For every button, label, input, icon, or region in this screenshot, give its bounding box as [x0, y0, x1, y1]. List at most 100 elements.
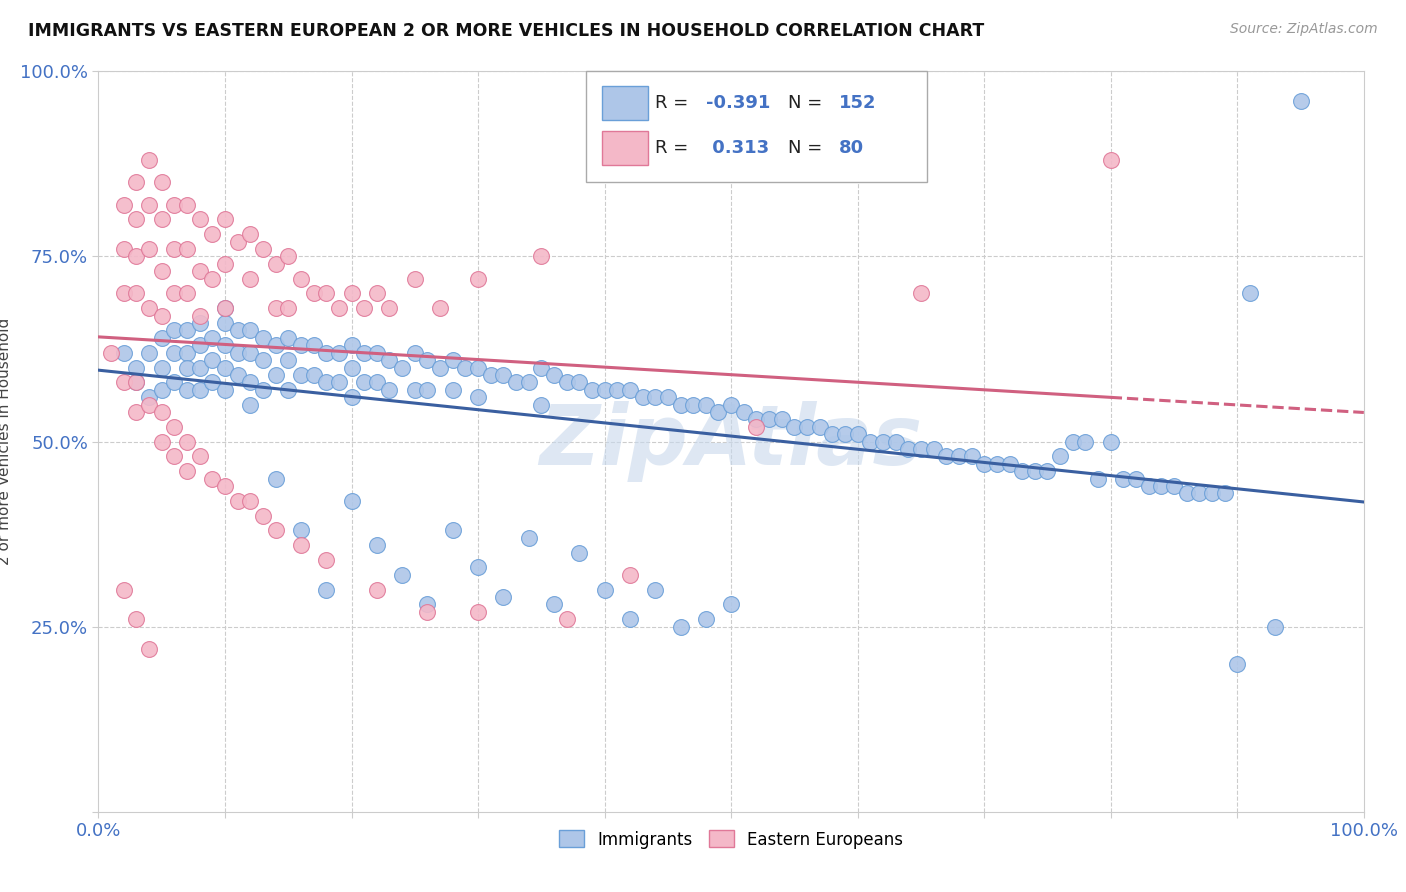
Point: [277, 301, 299, 316]
FancyBboxPatch shape: [602, 130, 648, 165]
Point: [125, 250, 148, 264]
Point: [138, 398, 160, 412]
Point: [619, 612, 641, 626]
Point: [188, 360, 211, 375]
Point: [214, 383, 236, 397]
Point: [150, 405, 173, 419]
Point: [226, 368, 249, 382]
Point: [188, 212, 211, 227]
Point: [1289, 94, 1312, 108]
Point: [176, 345, 198, 359]
Point: [163, 242, 186, 256]
Point: [404, 271, 426, 285]
Point: [302, 286, 325, 301]
Point: [378, 383, 401, 397]
Point: [441, 353, 464, 368]
Point: [441, 383, 464, 397]
Point: [910, 442, 932, 456]
Point: [201, 471, 224, 485]
Point: [834, 427, 856, 442]
Point: [770, 412, 793, 426]
Point: [391, 567, 413, 582]
Point: [340, 390, 363, 404]
Point: [239, 271, 262, 285]
Point: [378, 353, 401, 368]
Point: [644, 390, 666, 404]
Point: [492, 368, 515, 382]
Point: [264, 257, 287, 271]
Point: [277, 383, 299, 397]
Point: [366, 582, 388, 597]
Point: [150, 175, 173, 190]
Point: [176, 360, 198, 375]
Point: [935, 450, 957, 464]
Point: [416, 353, 439, 368]
Point: [669, 398, 692, 412]
Point: [201, 331, 224, 345]
Point: [138, 242, 160, 256]
Point: [366, 345, 388, 359]
Point: [859, 434, 882, 449]
Point: [328, 376, 350, 390]
Point: [252, 508, 274, 523]
Point: [277, 353, 299, 368]
Point: [1099, 434, 1122, 449]
Point: [315, 376, 337, 390]
Point: [214, 316, 236, 330]
Point: [163, 450, 186, 464]
Point: [1239, 286, 1261, 301]
Point: [112, 376, 135, 390]
Point: [138, 197, 160, 211]
Point: [290, 524, 312, 538]
Point: [201, 271, 224, 285]
Point: [1112, 471, 1135, 485]
Point: [1150, 479, 1173, 493]
Point: [657, 390, 679, 404]
Legend: Immigrants, Eastern Europeans: Immigrants, Eastern Europeans: [553, 823, 910, 855]
Point: [252, 383, 274, 397]
Point: [188, 316, 211, 330]
Point: [1062, 434, 1084, 449]
Point: [821, 427, 844, 442]
Point: [682, 398, 704, 412]
Point: [467, 390, 489, 404]
Point: [176, 324, 198, 338]
Point: [669, 619, 692, 633]
Text: N =: N =: [789, 138, 823, 157]
Point: [366, 376, 388, 390]
Point: [163, 345, 186, 359]
Point: [201, 376, 224, 390]
Point: [416, 598, 439, 612]
Point: [619, 567, 641, 582]
Point: [214, 360, 236, 375]
Point: [150, 309, 173, 323]
Point: [252, 242, 274, 256]
Point: [125, 212, 148, 227]
Point: [948, 450, 970, 464]
Point: [214, 338, 236, 352]
Point: [138, 641, 160, 656]
Point: [188, 309, 211, 323]
Point: [1188, 486, 1211, 500]
Point: [745, 419, 768, 434]
Point: [252, 331, 274, 345]
Point: [644, 582, 666, 597]
Point: [340, 286, 363, 301]
Point: [112, 582, 135, 597]
Point: [568, 546, 591, 560]
Point: [176, 286, 198, 301]
Point: [226, 345, 249, 359]
Point: [163, 376, 186, 390]
Point: [163, 324, 186, 338]
Point: [1163, 479, 1185, 493]
Point: [188, 264, 211, 278]
Point: [138, 153, 160, 168]
Point: [378, 301, 401, 316]
Point: [733, 405, 755, 419]
Point: [872, 434, 894, 449]
Point: [441, 524, 464, 538]
Point: [125, 175, 148, 190]
Point: [505, 376, 527, 390]
Point: [340, 338, 363, 352]
Point: [264, 338, 287, 352]
